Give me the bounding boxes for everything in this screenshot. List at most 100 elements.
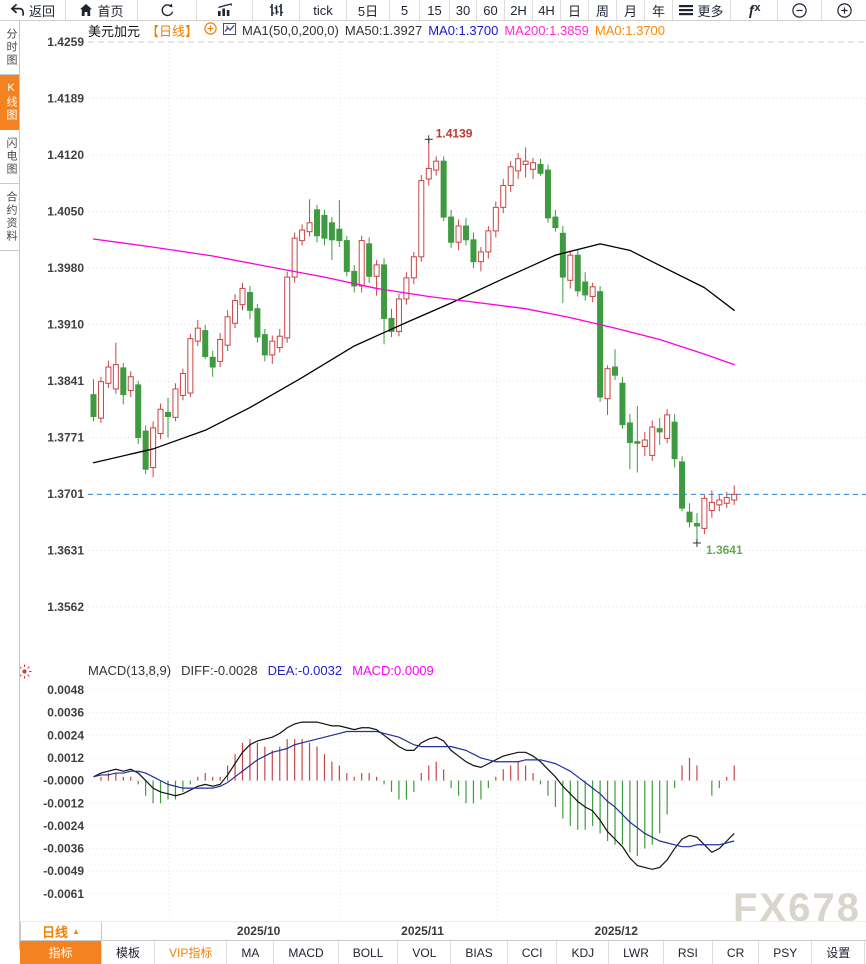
macd-diff-line — [93, 721, 735, 870]
ma0-orange-value: MA0:1.3700 — [594, 22, 666, 38]
x-axis-month-label: 2025/11 — [401, 924, 444, 938]
macd-axis-label: -0.0024 — [43, 819, 84, 833]
macd-formula-label: MACD(13,8,9) — [88, 663, 172, 678]
period-2h-button[interactable]: 2H — [505, 0, 533, 20]
macd-axis-label: 0.0048 — [47, 683, 84, 697]
chart-plot-area[interactable] — [88, 40, 866, 920]
candlestick-layer — [90, 139, 738, 543]
add-indicator-icon[interactable] — [204, 22, 217, 38]
tab-vol[interactable]: VOL — [398, 941, 452, 964]
price-axis-label: 1.4120 — [47, 148, 84, 162]
kline-chart-button[interactable] — [253, 0, 300, 20]
price-axis-label: 1.3562 — [47, 600, 84, 614]
bar-chart-button[interactable] — [197, 0, 253, 20]
zoomin-icon — [836, 2, 853, 19]
period-5day-button[interactable]: 5日 — [347, 0, 390, 20]
ma0-blue-value: MA0:1.3700 — [428, 22, 499, 38]
ma50-value: MA50:1.3927 — [344, 22, 423, 38]
macd-axis-label: 0.0036 — [47, 706, 84, 720]
period-year-button-label: 年 — [651, 3, 665, 19]
period-5day-button-label: 5日 — [357, 3, 379, 19]
sidebar-item-time-chart[interactable]: 分时图 — [0, 21, 19, 75]
macd-axis-label: -0.0061 — [43, 887, 84, 901]
tab-macd[interactable]: MACD — [274, 941, 339, 964]
back-icon — [10, 3, 25, 17]
ma200-value: MA200:1.3859 — [504, 22, 589, 38]
macd-dea-line — [93, 730, 735, 848]
period-4h-button[interactable]: 4H — [533, 0, 561, 20]
period-60-button[interactable]: 60 — [477, 0, 505, 20]
macd-axis-label: 0.0012 — [47, 751, 84, 765]
sidebar-item-kline-chart[interactable]: K线图 — [0, 75, 19, 130]
tick-button[interactable]: tick — [300, 0, 347, 20]
home-button-label: 首页 — [97, 3, 124, 19]
macd-hist-value: MACD:0.0009 — [352, 663, 434, 678]
more-button[interactable]: 更多 — [673, 0, 731, 20]
period-selector[interactable]: 日线 ▲ — [20, 922, 102, 940]
period-month-button-label: 月 — [623, 3, 637, 19]
period-day-button[interactable]: 日 — [561, 0, 589, 20]
home-button[interactable]: 首页 — [66, 0, 138, 20]
macd-grid: 0.0048 0.0036 0.0024 0.0012 -0.0000 -0.0012 -0… — [43, 683, 866, 901]
ma200-line — [92, 238, 735, 366]
tick-button-label: tick — [313, 2, 333, 18]
period-30-button[interactable]: 30 — [450, 0, 477, 20]
tab-lwr[interactable]: LWR — [609, 941, 664, 964]
period-4h-button-label: 4H — [538, 2, 555, 18]
refresh-button[interactable] — [138, 0, 197, 20]
tab-ma[interactable]: MA — [227, 941, 275, 964]
period-30-button-label: 30 — [455, 2, 471, 18]
low-price-annotation: 1.3641 — [706, 543, 743, 557]
symbol-name: 美元加元 — [88, 23, 141, 39]
zoom-out-button[interactable] — [778, 0, 822, 20]
sidebar-item-contract-info[interactable]: 合约资料 — [0, 184, 19, 251]
tab-boll[interactable]: BOLL — [339, 941, 399, 964]
tab-bias[interactable]: BIAS — [451, 941, 508, 964]
ma-formula-label: MA1(50,0,200,0) — [242, 22, 339, 38]
price-axis-label: 1.3841 — [47, 374, 84, 388]
price-axis-label: 1.3631 — [47, 544, 84, 558]
macd-axis-label: -0.0049 — [43, 864, 84, 878]
period-month-button[interactable]: 月 — [617, 0, 645, 20]
macd-diff-value: DIFF:-0.0028 — [181, 663, 258, 678]
back-button[interactable]: 返回 — [0, 0, 66, 20]
home-icon — [79, 3, 93, 17]
price-axis-label: 1.3771 — [47, 431, 84, 445]
period-tag: 【日线】 — [146, 23, 199, 39]
period-week-button[interactable]: 周 — [589, 0, 617, 20]
macd-axis-label: -0.0012 — [43, 796, 84, 810]
price-axis-label: 1.3701 — [47, 487, 84, 501]
tab-psy[interactable]: PSY — [759, 941, 813, 964]
period-60-button-label: 60 — [483, 2, 498, 18]
indicator-tab-bar: 指标 模板 VIP指标 MA MACD BOLL VOL BIAS CCI KDJ LWR RSI CR… — [20, 940, 866, 964]
triangle-up-icon: ▲ — [72, 926, 80, 936]
tab-cci[interactable]: CCI — [508, 941, 558, 964]
back-button-label: 返回 — [28, 3, 55, 19]
tab-kdj[interactable]: KDJ — [557, 941, 610, 964]
period-15-button-label: 15 — [427, 2, 442, 18]
macd-axis-label: -0.0000 — [43, 774, 84, 788]
chart-header: 美元加元 【日线】 MA1(50,0,200,0) MA50:1.3927 MA0… — [88, 22, 666, 39]
period-day-button-label: 日 — [567, 3, 581, 19]
zoomout-icon — [791, 2, 808, 19]
period-year-button[interactable]: 年 — [645, 0, 673, 20]
tab-templates[interactable]: 模板 — [102, 941, 156, 964]
zoom-in-button[interactable] — [822, 0, 866, 20]
bars-icon — [217, 3, 233, 17]
period-15-button[interactable]: 15 — [420, 0, 450, 20]
period-5-button[interactable]: 5 — [390, 0, 420, 20]
tab-rsi[interactable]: RSI — [664, 941, 713, 964]
price-axis-label: 1.4050 — [47, 205, 84, 219]
tab-cr[interactable]: CR — [713, 941, 760, 964]
ma-mini-chart-icon[interactable] — [223, 22, 237, 38]
macd-legend: MACD(13,8,9) DIFF:-0.0028 DEA:-0.0032 MA… — [88, 663, 434, 678]
tab-indicators[interactable]: 指标 — [20, 941, 102, 964]
tab-settings[interactable]: 设置 — [812, 941, 866, 964]
tab-vip-indicators[interactable]: VIP指标 — [155, 941, 228, 964]
sidebar-item-lightning-chart[interactable]: 闪电图 — [0, 130, 19, 184]
kline-icon — [269, 3, 284, 17]
macd-axis-label: 0.0024 — [47, 728, 84, 742]
